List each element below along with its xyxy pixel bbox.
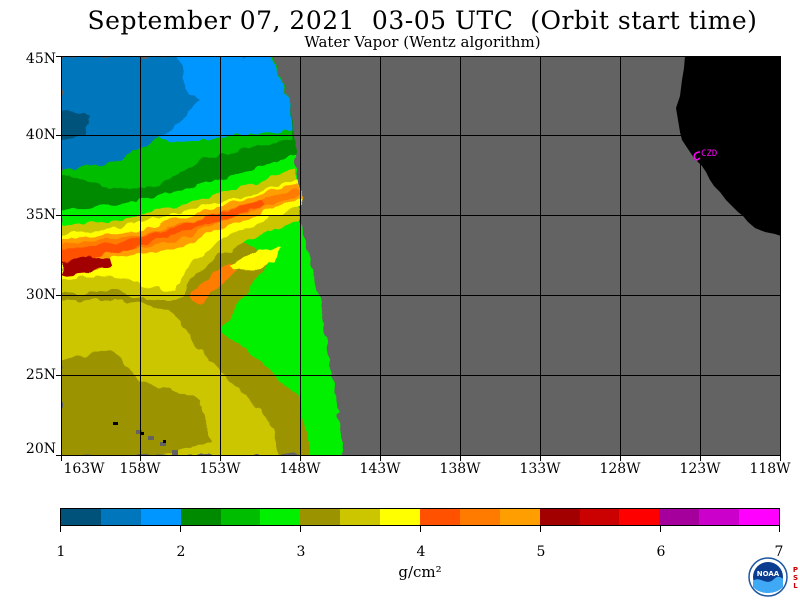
- lon-label-153w: 153W: [199, 461, 241, 477]
- colorbar-label-7: 7: [774, 544, 784, 560]
- colorbar-swatch: [499, 509, 540, 525]
- colorbar-swatch: [420, 509, 460, 525]
- lon-label-128w: 128W: [599, 461, 641, 477]
- colorbar-swatch: [739, 509, 780, 525]
- map-graticule: [61, 56, 781, 456]
- colorbar-tick: [779, 526, 780, 532]
- colorbar-label-5: 5: [536, 544, 546, 560]
- colorbar: [60, 508, 780, 526]
- colorbar-swatch: [699, 509, 740, 525]
- colorbar-swatch: [61, 509, 101, 525]
- logo-text: NOAA: [757, 570, 780, 578]
- lon-label-138w: 138W: [439, 461, 481, 477]
- colorbar-swatch: [140, 509, 181, 525]
- lat-label-25n: 25N: [25, 367, 56, 383]
- axis-ticks: [56, 56, 781, 461]
- colorbar-swatch: [579, 509, 620, 525]
- colorbar-swatch: [260, 509, 301, 525]
- lon-label-143w: 143W: [359, 461, 401, 477]
- station-marker: [693, 151, 701, 161]
- lon-label-163w: 163W: [63, 461, 105, 477]
- page-subtitle: Water Vapor (Wentz algorithm): [304, 33, 541, 51]
- island-marks: [136, 430, 178, 456]
- lat-label-40n: 40N: [25, 127, 56, 143]
- colorbar-units: g/cm²: [398, 563, 442, 581]
- lat-label-20n: 20N: [25, 441, 56, 457]
- colorbar-swatch: [659, 509, 700, 525]
- colorbar-swatch: [300, 509, 341, 525]
- land-mass: [676, 56, 781, 236]
- colorbar-swatch: [220, 509, 261, 525]
- colorbar-swatch: [180, 509, 221, 525]
- lon-label-123w: 123W: [679, 461, 721, 477]
- colorbar-tick: [660, 526, 661, 532]
- colorbar-swatch: [619, 509, 660, 525]
- lon-label-148w: 148W: [279, 461, 321, 477]
- colorbar-swatch: [340, 509, 381, 525]
- colorbar-tick: [60, 526, 61, 532]
- lat-label-35n: 35N: [25, 207, 56, 223]
- noaa-logo: NOAA: [748, 557, 788, 597]
- lon-label-118w: 118W: [749, 461, 791, 477]
- lon-label-158w: 158W: [119, 461, 161, 477]
- colorbar-swatch: [100, 509, 141, 525]
- colorbar-label-4: 4: [416, 544, 426, 560]
- colorbar-swatch: [459, 509, 500, 525]
- colorbar-tick: [180, 526, 181, 532]
- colorbar-tick: [540, 526, 541, 532]
- colorbar-tick: [300, 526, 301, 532]
- station-label: CZD: [701, 149, 717, 159]
- colorbar-label-1: 1: [56, 544, 66, 560]
- colorbar-label-6: 6: [656, 544, 666, 560]
- colorbar-tick: [420, 526, 421, 532]
- colorbar-label-3: 3: [296, 544, 306, 560]
- colorbar-swatch: [380, 509, 421, 525]
- lon-label-133w: 133W: [519, 461, 561, 477]
- page-title: September 07, 2021 03-05 UTC (Orbit star…: [87, 6, 758, 35]
- satellite-swath: [61, 56, 345, 456]
- colorbar-swatch: [539, 509, 580, 525]
- lat-label-45n: 45N: [25, 51, 56, 67]
- colorbar-label-2: 2: [176, 544, 186, 560]
- lat-label-30n: 30N: [25, 287, 56, 303]
